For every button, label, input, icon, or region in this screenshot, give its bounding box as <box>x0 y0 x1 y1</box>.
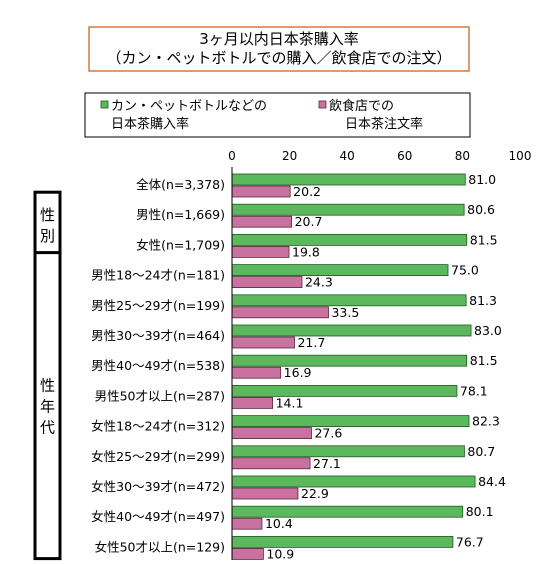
legend-label-green-line-1: カン・ペットボトルなどの <box>111 99 267 114</box>
bar-order-rate <box>231 276 303 289</box>
bar-order-rate <box>231 457 311 470</box>
category-label: 女性40～49才(n=497) <box>91 509 225 524</box>
value-label-purchase-rate: 80.6 <box>467 202 495 217</box>
category-label: 全体(n=3,378) <box>136 177 225 192</box>
group-label-char: 性 <box>40 377 55 395</box>
bar-order-rate <box>231 548 264 560</box>
value-label-purchase-rate: 78.1 <box>460 383 488 398</box>
value-label-purchase-rate: 81.5 <box>470 232 498 247</box>
category-label: 女性50才以上(n=129) <box>95 539 225 554</box>
category-labels: 全体(n=3,378) 男性(n=1,669) 女性(n=1,709) 男性18～24… <box>91 177 225 554</box>
value-label-order-rate: 27.1 <box>313 456 341 471</box>
group-label-char: 年 <box>40 398 55 416</box>
value-label-purchase-rate: 84.4 <box>478 474 506 489</box>
x-tick-label: 60 <box>397 149 412 163</box>
x-tick-label: 40 <box>340 149 355 163</box>
value-label-purchase-rate: 81.5 <box>470 353 498 368</box>
bar-purchase-rate <box>231 536 454 548</box>
value-label-purchase-rate: 81.3 <box>469 293 497 308</box>
legend-label-pink-line-1: 飲食店での <box>329 98 394 114</box>
category-label: 男性18～24才(n=181) <box>91 268 225 283</box>
group-box-gender <box>33 190 62 259</box>
value-label-purchase-rate: 75.0 <box>451 263 479 278</box>
legend-swatch-green <box>100 100 109 109</box>
bar-order-rate <box>231 306 329 319</box>
value-label-purchase-rate: 83.0 <box>474 323 502 338</box>
bar-order-rate <box>231 487 299 500</box>
category-label: 女性(n=1,709) <box>136 237 225 252</box>
value-label-order-rate: 16.9 <box>284 365 312 380</box>
group-label-char: 代 <box>40 419 55 437</box>
value-label-order-rate: 22.9 <box>301 486 329 501</box>
value-label-order-rate: 27.6 <box>314 426 342 441</box>
value-label-order-rate: 10.9 <box>266 546 294 561</box>
x-tick-label: 80 <box>455 149 470 163</box>
bar-purchase-rate <box>231 445 465 458</box>
bar-purchase-rate <box>231 354 468 367</box>
category-label: 男性30～39才(n=464) <box>91 328 225 343</box>
bar-purchase-rate <box>231 264 449 277</box>
bar-order-rate <box>231 427 312 440</box>
bar-purchase-rate <box>231 233 468 246</box>
category-label: 男性50才以上(n=287) <box>95 388 225 403</box>
legend-label-pink-line-2: 日本茶注文率 <box>345 116 423 132</box>
value-label-order-rate: 20.7 <box>295 214 323 229</box>
bar-purchase-rate <box>231 384 458 397</box>
value-label-order-rate: 14.1 <box>276 395 304 410</box>
legend-label-green-line-2: 日本茶購入率 <box>111 116 189 132</box>
legend-box <box>84 92 471 138</box>
category-label: 女性25～29才(n=299) <box>91 449 225 464</box>
bar-purchase-rate <box>231 173 466 186</box>
bar-order-rate <box>231 517 263 530</box>
bars: 81.0 20.2 80.6 20.7 81.5 19.8 75.0 24.3 81.3 33.5… <box>231 172 506 561</box>
category-label: 女性30～39才(n=472) <box>91 479 225 494</box>
x-tick-label: 0 <box>228 149 236 163</box>
category-label: 男性40～49才(n=538) <box>91 358 225 373</box>
value-label-order-rate: 19.8 <box>292 244 320 259</box>
value-label-order-rate: 24.3 <box>305 275 333 290</box>
x-tick-label: 20 <box>282 149 297 163</box>
bar-order-rate <box>231 245 290 258</box>
value-label-order-rate: 21.7 <box>297 335 325 350</box>
bar-order-rate <box>231 336 295 349</box>
value-label-purchase-rate: 82.3 <box>472 414 500 429</box>
x-tick-label: 100 <box>509 149 532 163</box>
group-label-char: 別 <box>40 227 55 245</box>
group-box-gender-age <box>33 251 62 561</box>
value-label-purchase-rate: 81.0 <box>468 172 496 187</box>
bar-purchase-rate <box>231 203 465 216</box>
value-label-order-rate: 10.4 <box>265 516 293 531</box>
group-label-char: 性 <box>40 206 55 224</box>
legend-swatch-pink <box>318 100 327 109</box>
bar-order-rate <box>231 185 291 198</box>
chart-title-group: 3ヶ月以内日本茶購入率 （カン・ペットボトルでの購入／飲食店での注文） <box>88 26 470 72</box>
bar-purchase-rate <box>231 475 476 488</box>
category-label: 男性(n=1,669) <box>136 207 225 222</box>
bar-purchase-rate <box>231 415 470 428</box>
value-label-order-rate: 20.2 <box>293 184 321 199</box>
value-label-purchase-rate: 76.7 <box>456 534 484 549</box>
chart-title-box <box>88 26 470 72</box>
bar-order-rate <box>231 366 282 379</box>
chart-title-line-2: （カン・ペットボトルでの購入／飲食店での注文） <box>106 49 451 67</box>
chart-legend: カン・ペットボトルなどの 日本茶購入率 飲食店での 日本茶注文率 <box>84 92 471 138</box>
value-label-purchase-rate: 80.1 <box>466 504 494 519</box>
chart-title-line-1: 3ヶ月以内日本茶購入率 <box>199 30 359 48</box>
category-label: 女性18～24才(n=312) <box>91 419 225 434</box>
category-label: 男性25～29才(n=199) <box>91 298 225 313</box>
bar-order-rate <box>231 215 293 228</box>
x-axis-ticks: 0 20 40 60 80 100 <box>228 149 531 163</box>
value-label-purchase-rate: 80.7 <box>467 444 495 459</box>
bar-order-rate <box>231 396 274 409</box>
value-label-order-rate: 33.5 <box>331 305 359 320</box>
bar-purchase-rate <box>231 324 472 337</box>
